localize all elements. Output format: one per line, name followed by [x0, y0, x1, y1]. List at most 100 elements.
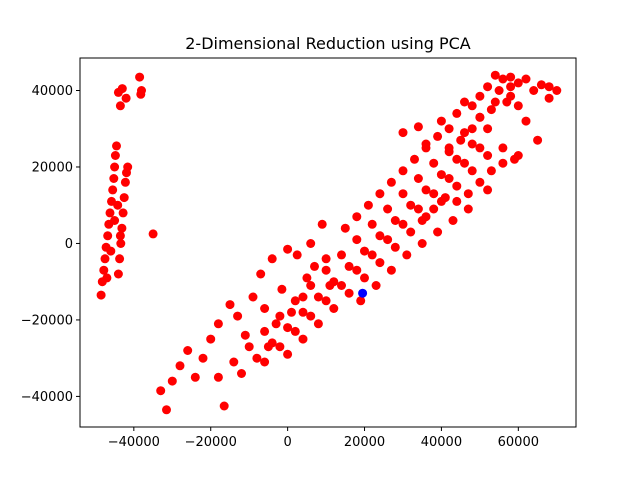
data-point	[498, 158, 508, 168]
data-point	[490, 70, 500, 80]
data-point	[429, 204, 439, 214]
data-point	[398, 189, 408, 199]
x-tick-label: 40000	[421, 435, 462, 450]
data-point	[406, 200, 416, 210]
data-point	[337, 250, 346, 260]
data-point	[337, 281, 346, 290]
data-point	[421, 185, 431, 195]
data-point	[544, 82, 554, 92]
data-point	[229, 357, 239, 367]
data-point	[121, 93, 131, 103]
data-point	[244, 342, 254, 352]
data-point	[260, 326, 270, 336]
data-point	[371, 281, 381, 290]
y-tick-label: −40000	[21, 390, 73, 405]
data-point	[283, 349, 293, 359]
data-point	[290, 296, 300, 306]
data-point	[358, 288, 368, 298]
data-point	[135, 72, 145, 82]
data-point	[190, 372, 200, 382]
data-point	[321, 265, 331, 275]
y-tick-label: 40000	[32, 84, 73, 99]
data-point	[460, 128, 469, 138]
data-point	[413, 204, 423, 214]
data-point	[444, 174, 454, 183]
data-point	[321, 296, 331, 306]
data-point	[105, 208, 115, 218]
data-point	[375, 258, 385, 268]
data-point	[109, 174, 119, 183]
data-point	[248, 292, 258, 302]
data-point	[498, 143, 508, 153]
data-point	[108, 185, 118, 195]
data-point	[321, 254, 331, 264]
data-point	[467, 139, 477, 149]
data-point	[383, 204, 393, 214]
data-point	[386, 177, 396, 187]
data-point	[123, 162, 133, 172]
data-point	[452, 181, 462, 191]
data-point	[440, 193, 450, 203]
data-point	[360, 273, 369, 283]
data-point	[260, 357, 270, 367]
data-point	[183, 346, 193, 355]
data-point	[375, 189, 385, 199]
data-point	[240, 330, 250, 340]
data-point	[213, 319, 223, 329]
data-point	[313, 292, 323, 302]
data-point	[506, 72, 516, 82]
data-point	[100, 254, 110, 264]
data-point	[483, 151, 493, 160]
data-point	[363, 200, 373, 210]
data-point	[463, 189, 473, 199]
data-point	[344, 261, 354, 271]
data-point	[112, 141, 121, 151]
data-point	[406, 227, 416, 237]
data-point	[352, 212, 362, 222]
x-tick-label: −40000	[108, 435, 160, 450]
data-point	[544, 93, 554, 103]
y-tick-label: 0	[65, 237, 73, 252]
data-point	[486, 166, 496, 176]
data-point	[275, 311, 285, 321]
data-point	[115, 254, 125, 264]
data-point	[298, 307, 308, 317]
data-point	[219, 401, 229, 411]
data-point	[260, 304, 270, 313]
data-point	[306, 281, 316, 290]
data-point	[521, 116, 531, 126]
data-point	[398, 166, 408, 176]
data-point	[156, 386, 166, 396]
data-point	[460, 158, 469, 168]
data-point	[521, 74, 531, 84]
data-point	[267, 254, 277, 264]
data-point	[317, 219, 327, 229]
data-point	[444, 147, 454, 157]
data-point	[375, 231, 385, 241]
data-point	[452, 108, 462, 118]
data-point	[386, 265, 396, 275]
data-point	[490, 97, 500, 107]
data-point	[106, 246, 116, 256]
data-point	[433, 227, 443, 237]
data-point	[402, 250, 412, 260]
data-point	[225, 300, 235, 310]
data-point	[494, 86, 504, 95]
data-point	[271, 319, 281, 329]
data-point	[456, 135, 466, 145]
data-point	[390, 216, 400, 225]
data-point	[536, 80, 546, 90]
data-point	[110, 151, 120, 160]
data-point	[483, 185, 493, 195]
y-tick-label: 20000	[32, 160, 73, 175]
data-point	[398, 219, 408, 229]
data-point	[118, 208, 128, 218]
points-layer	[96, 70, 562, 415]
x-axis: −40000 −20000 0 20000 40000 60000	[108, 427, 539, 450]
data-point	[444, 124, 454, 134]
data-point	[417, 216, 427, 225]
data-point	[252, 353, 262, 363]
data-point	[498, 74, 508, 84]
data-point	[475, 177, 485, 187]
